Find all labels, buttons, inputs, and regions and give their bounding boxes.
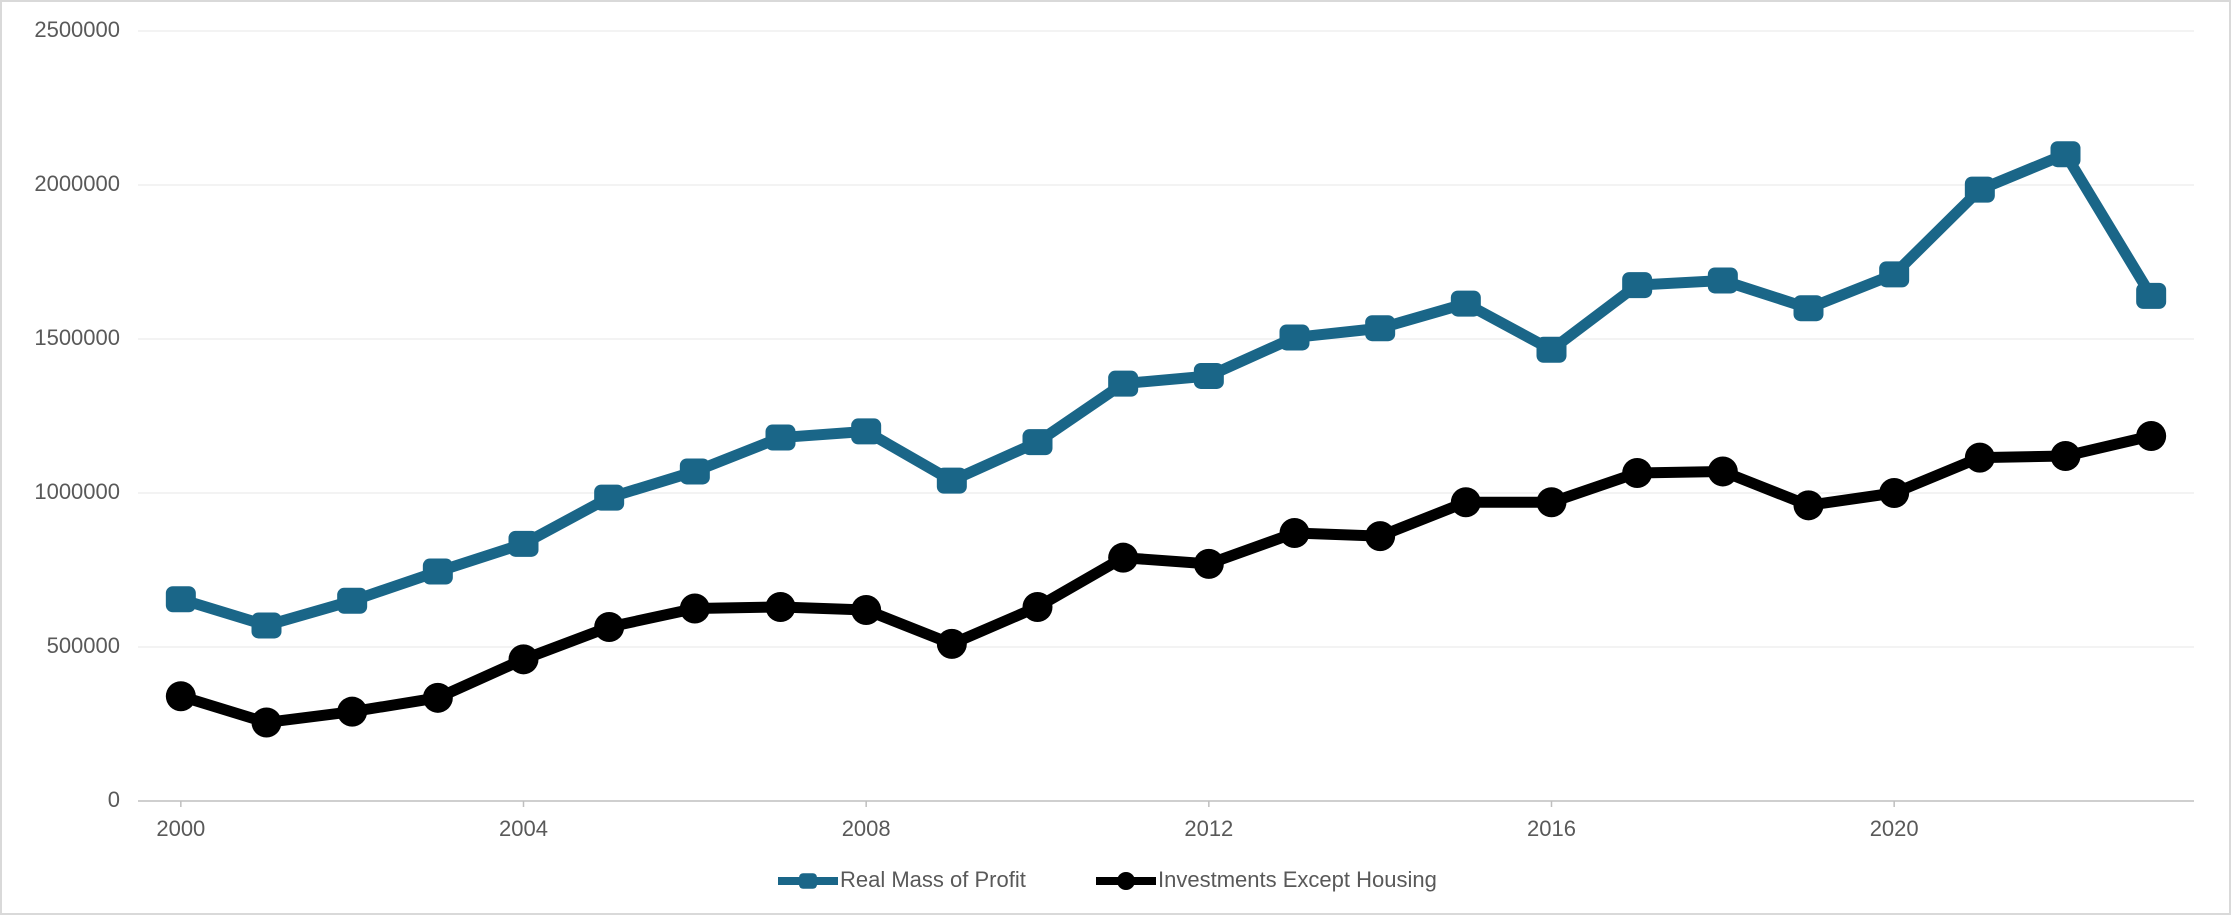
x-tick-label: 2008	[842, 816, 891, 841]
data-point	[765, 591, 796, 622]
data-point	[1193, 548, 1224, 579]
data-point	[1536, 336, 1567, 363]
data-point	[165, 681, 196, 712]
data-point	[851, 418, 882, 445]
data-point	[1365, 315, 1396, 342]
data-point	[1365, 521, 1396, 552]
y-tick-label: 500000	[47, 633, 120, 658]
data-point	[1707, 456, 1738, 487]
x-tick-label: 2000	[156, 816, 205, 841]
data-point	[1793, 295, 1824, 322]
data-point	[1279, 324, 1310, 351]
data-point	[765, 424, 796, 451]
y-tick-label: 1000000	[34, 479, 120, 504]
data-point	[337, 696, 368, 727]
legend-marker	[799, 873, 817, 889]
y-tick-label: 2000000	[34, 171, 120, 196]
data-point	[936, 628, 967, 659]
data-point	[1622, 272, 1653, 299]
data-point	[2050, 141, 2081, 168]
legend-label: Real Mass of Profit	[840, 867, 1026, 892]
data-point	[1108, 370, 1139, 397]
data-point	[337, 587, 368, 614]
x-tick-label: 2016	[1527, 816, 1576, 841]
data-point	[2136, 421, 2167, 452]
data-point	[679, 458, 710, 485]
series-line	[179, 430, 2153, 728]
data-point	[251, 612, 282, 639]
legend-label: Investments Except Housing	[1158, 867, 1437, 892]
data-point	[1279, 518, 1310, 549]
series-line	[179, 148, 2156, 631]
data-point	[1450, 290, 1481, 317]
data-point	[594, 611, 625, 642]
y-tick-label: 1500000	[34, 325, 120, 350]
data-point	[2136, 282, 2167, 309]
x-tick-label: 2020	[1870, 816, 1919, 841]
data-point	[165, 586, 196, 613]
data-point	[1793, 490, 1824, 521]
data-point	[1022, 429, 1053, 456]
y-tick-label: 0	[108, 787, 120, 812]
data-point	[1964, 442, 1995, 473]
data-point	[1108, 542, 1139, 573]
data-point	[1622, 457, 1653, 488]
data-point	[251, 707, 282, 738]
data-point	[1193, 362, 1224, 389]
data-point	[851, 595, 882, 626]
data-point	[508, 530, 539, 557]
data-point	[936, 467, 967, 494]
data-point	[2050, 441, 2081, 472]
data-point	[1879, 478, 1910, 508]
y-tick-label: 2500000	[34, 17, 120, 42]
data-point	[1964, 176, 1995, 203]
data-point	[422, 558, 453, 585]
x-tick-label: 2004	[499, 816, 548, 841]
data-point	[1879, 261, 1910, 288]
data-point	[1707, 267, 1738, 294]
legend-marker	[1117, 872, 1135, 890]
data-point	[1022, 591, 1053, 622]
data-point	[508, 644, 539, 675]
data-point	[422, 682, 453, 713]
data-point	[1450, 487, 1481, 518]
x-tick-label: 2012	[1184, 816, 1233, 841]
data-point	[594, 484, 625, 511]
data-point	[1536, 487, 1567, 518]
data-point	[679, 593, 710, 624]
